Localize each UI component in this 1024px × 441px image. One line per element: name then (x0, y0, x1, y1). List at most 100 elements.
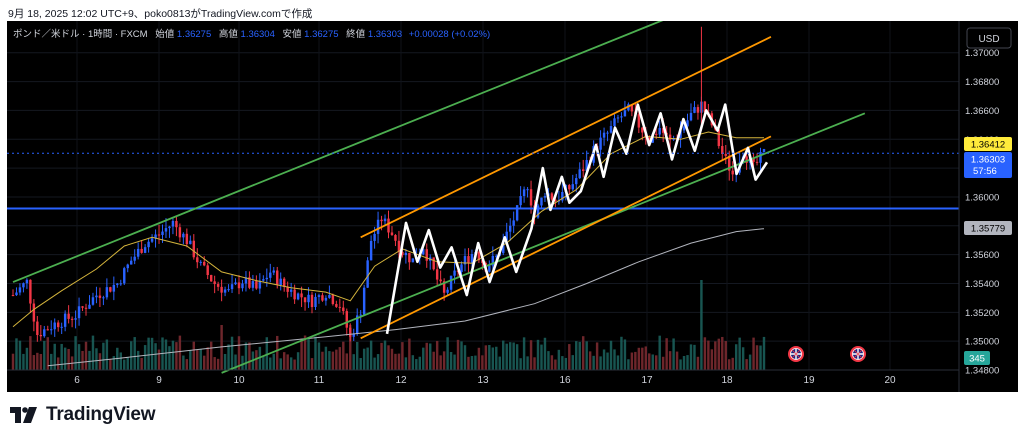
candle-body (63, 313, 67, 327)
volume-bar (717, 338, 721, 370)
candle-body (745, 156, 748, 163)
volume-bar (296, 352, 300, 370)
volume-bar (394, 353, 397, 370)
candle-body (46, 329, 49, 331)
volume-bar (206, 347, 209, 370)
volume-bar (495, 346, 498, 370)
volume-bar (508, 342, 512, 370)
volume-bar (738, 337, 741, 370)
candle-body (282, 278, 286, 287)
volume-bar (18, 340, 22, 370)
volume-bar (741, 347, 745, 370)
volume-bar (123, 359, 126, 370)
volume-bar (258, 346, 262, 370)
volume-bar (672, 338, 675, 370)
volume-bar (22, 353, 25, 370)
candle-body (328, 295, 331, 298)
candle-body (442, 281, 446, 293)
volume-bar (564, 357, 568, 370)
volume-bar (147, 337, 150, 370)
volume-bar (36, 352, 39, 370)
volume-bar (703, 337, 707, 370)
volume-bar (63, 347, 67, 370)
candle-body (164, 228, 168, 232)
volume-bar (634, 351, 637, 370)
candle-body (331, 295, 335, 305)
candle-body (397, 240, 401, 252)
volume-bar (519, 358, 522, 370)
volume-bar (481, 355, 484, 370)
volume-bar (554, 359, 557, 370)
candle-body (272, 270, 275, 273)
volume-bar (352, 354, 355, 370)
candle-body (491, 255, 495, 266)
legend-high-label: 高値 (219, 28, 239, 40)
volume-bar (616, 355, 620, 370)
candle-body (422, 249, 425, 255)
uk-event-icon[interactable] (850, 346, 866, 362)
volume-bar (700, 280, 703, 370)
candle-body (116, 283, 119, 285)
currency-button[interactable]: USD (966, 27, 1012, 49)
candle-body (606, 132, 609, 134)
candle-body (602, 132, 606, 138)
volume-bar (192, 341, 196, 370)
volume-bar (262, 356, 265, 370)
indicator-lines (7, 21, 959, 374)
volume-bar (300, 338, 303, 370)
price-chart[interactable]: 1.370001.368001.366001.364001.362001.360… (7, 21, 1018, 392)
candle-body (25, 279, 29, 284)
candle-body (314, 296, 317, 308)
volume-bar (74, 336, 77, 370)
volume-bar (533, 357, 536, 370)
candle-body (512, 220, 515, 226)
volume-bar (686, 355, 689, 370)
volume-bar (237, 336, 241, 370)
candle-body (286, 286, 289, 292)
volume-bar (679, 359, 682, 370)
volume-bar (349, 325, 352, 370)
volume-bar (522, 337, 526, 370)
candle-body (32, 303, 36, 322)
last-price-tag: 1.36303 57:56 (964, 152, 1012, 178)
volume-bar (380, 342, 383, 370)
candle-body (276, 270, 279, 285)
volume-bar (599, 356, 602, 370)
volume-bar (734, 344, 738, 370)
candle-body (717, 129, 721, 147)
candle-body (43, 329, 46, 337)
volume-bar (241, 355, 244, 370)
volume-bar (512, 342, 515, 370)
candle-body (394, 235, 397, 241)
candle-body (508, 225, 512, 232)
candle-body (404, 252, 408, 256)
candle-body (189, 240, 192, 245)
chart-panel[interactable]: 1.370001.368001.366001.364001.362001.360… (7, 21, 1018, 392)
uk-event-icon[interactable] (788, 346, 804, 362)
volume-bar (366, 347, 369, 370)
volume-bar (136, 350, 140, 370)
candles (11, 26, 766, 342)
zigzag-line (385, 103, 769, 335)
candle-body (178, 227, 182, 238)
candle-body (56, 322, 60, 328)
volume-bar (689, 344, 693, 370)
volume-bar (422, 347, 425, 370)
volume-bar (627, 359, 630, 370)
candle-body (307, 294, 310, 303)
volume-bar (265, 337, 269, 370)
volume-bar (609, 340, 613, 370)
candle-body (752, 157, 755, 162)
volume-bar (575, 341, 578, 370)
candle-body (296, 293, 300, 300)
long-moving-average (47, 228, 765, 367)
volume-bar (321, 351, 324, 370)
volume-bar (648, 353, 651, 370)
candle-body (550, 193, 554, 200)
volume-bar (133, 337, 136, 370)
tradingview-logo[interactable]: TradingView (10, 404, 156, 426)
candle-body (467, 256, 470, 263)
volume-bar (505, 343, 508, 370)
candle-body (529, 189, 533, 206)
volume-bar (98, 353, 102, 370)
